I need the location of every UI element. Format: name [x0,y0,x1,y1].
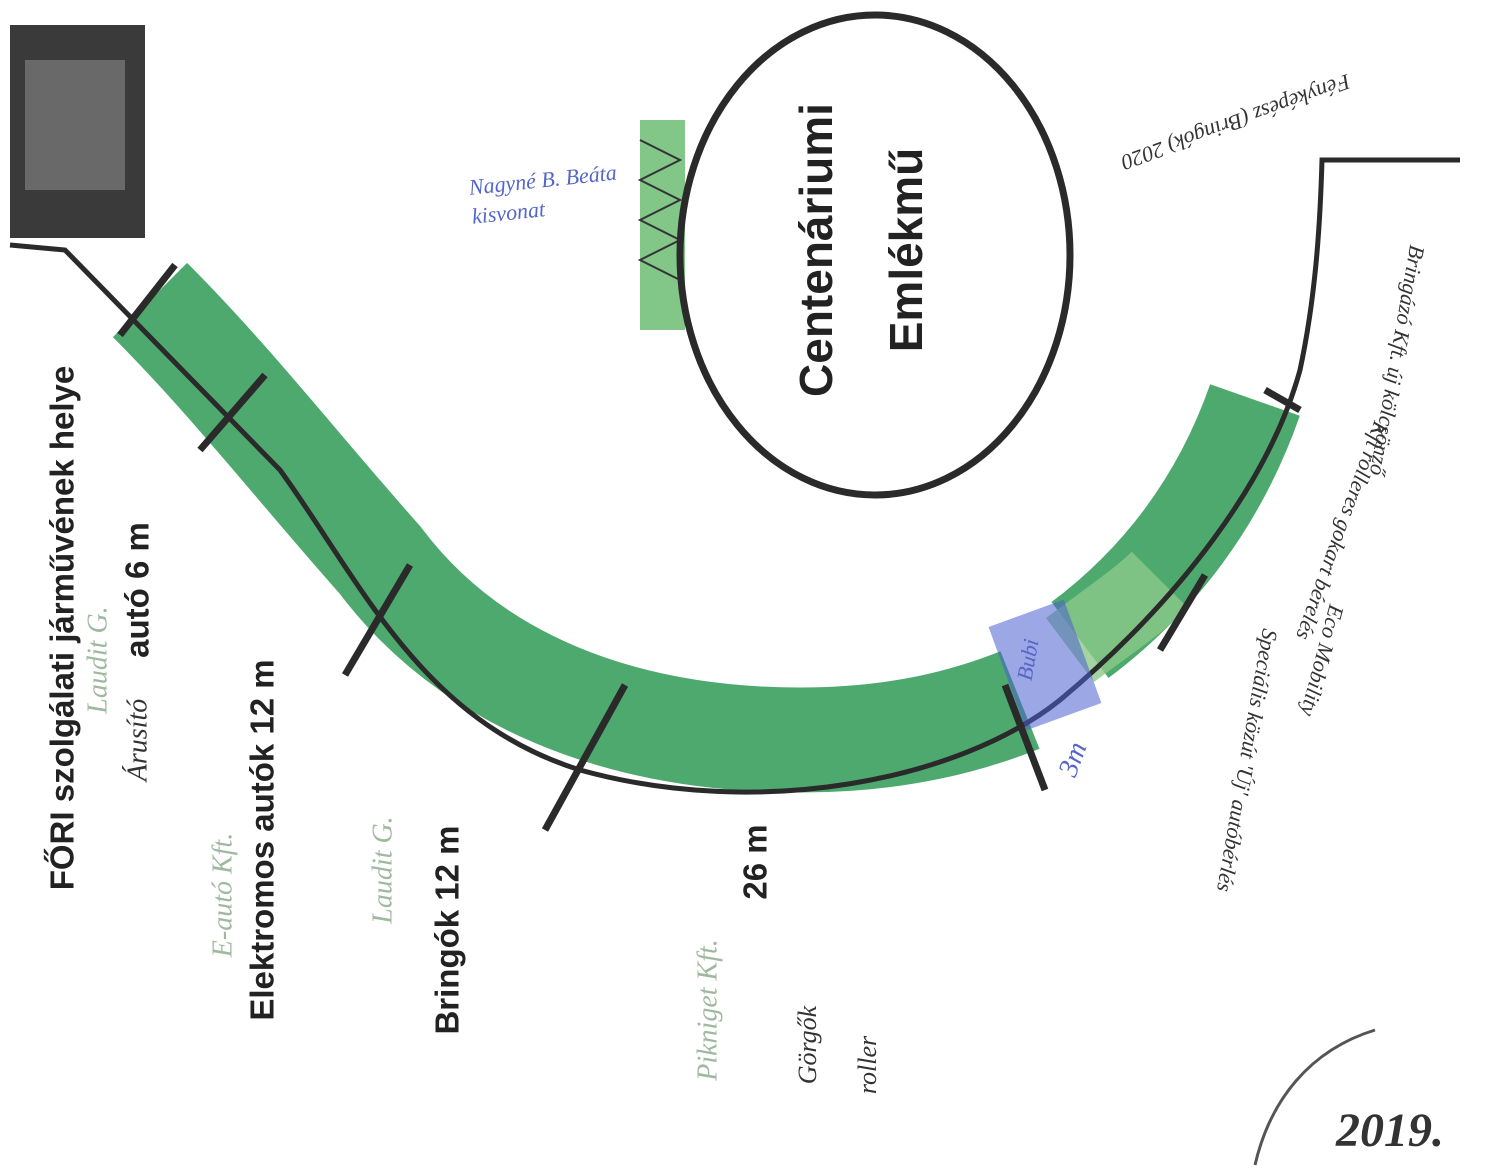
bubi-size: 3m [1052,738,1093,782]
right-note: Speciális közút 'Új' autóbérlés [1212,627,1283,894]
zone-label: Bringók 12 m [429,825,466,1034]
handwritten-note: roller [853,1035,882,1094]
zone-label: FŐRI szolgálati járművének helye [44,366,81,891]
monument-outline [676,11,1074,499]
monument-title: Emlékmű [880,148,932,353]
stamp-arc [1253,1028,1376,1166]
dividers [117,262,1302,832]
right-note: Fényképész (Bringók) 2020 [1118,69,1355,176]
train-note-box: Nagyné B. Beáta kisvonat [470,165,618,229]
monument-title: Centenáriumi [790,103,842,397]
bubi-area [988,599,1102,731]
handwritten-note: Árusító [122,699,153,783]
train-note: Nagyné B. Beáta kisvonat [470,165,618,229]
tenant-note: E-autó Kft. [207,833,238,958]
road-edge [9,157,1460,795]
tenant-note: Pikniget Kft. [692,939,723,1082]
green-band-light [1046,551,1189,683]
zone-label: 26 m [737,824,774,899]
zone-label: Elektromos autók 12 m [244,659,281,1020]
photo-detail [25,60,125,190]
tenant-note: Laudit G. [82,606,113,714]
green-band [112,262,1040,793]
zone-label: autó 6 m [119,522,156,658]
tenant-note: Laudit G. [367,816,398,924]
train-track [637,139,683,281]
handwritten-note: Görgők [793,1005,822,1084]
date: 2019. [1335,1104,1444,1157]
train-area [640,120,685,330]
